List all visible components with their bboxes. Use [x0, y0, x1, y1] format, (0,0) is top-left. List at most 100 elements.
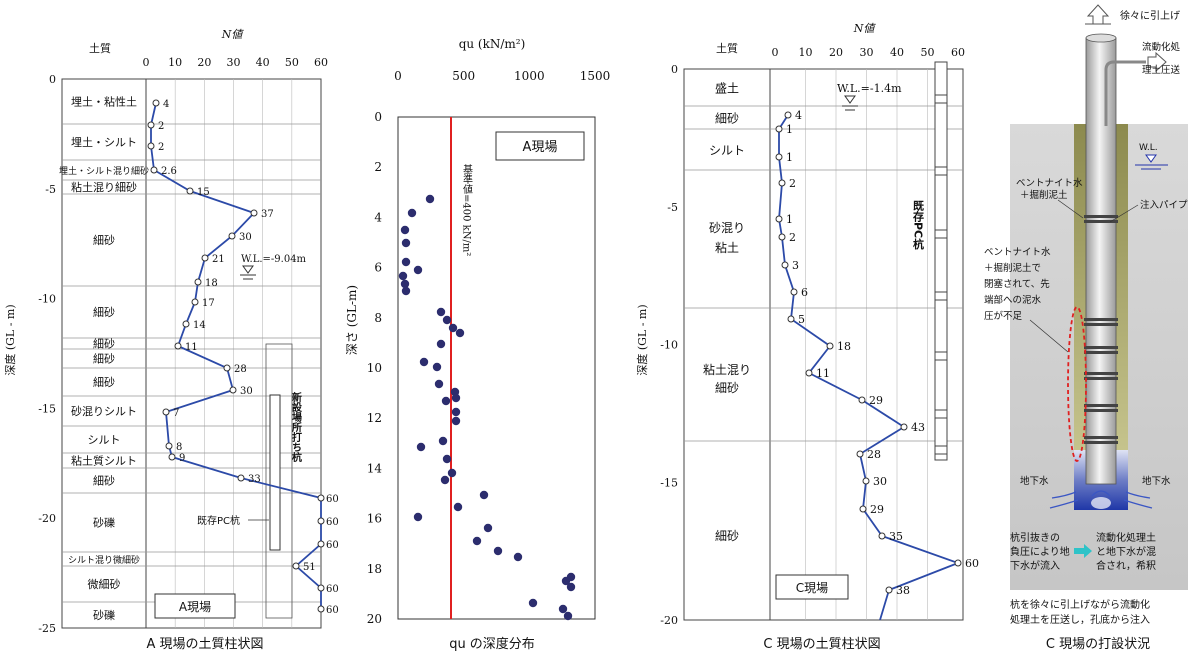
- layer-label: 粘土混り細砂: [71, 180, 137, 194]
- n-value-label: 30: [240, 386, 253, 397]
- qu-point: [414, 266, 422, 274]
- panel-d: 徐々に引上げ 流動化処 理土圧送 W.L. ベントナイト水 ＋掘削泥土 注入パイ…: [984, 5, 1188, 652]
- panel-d-neg-1: 杭引抜きの: [1010, 531, 1060, 544]
- n-tick-label: 40: [256, 56, 270, 69]
- n-value-label: 60: [326, 540, 339, 551]
- n-tick-label: 20: [197, 56, 211, 69]
- depth-tick-label: -10: [38, 293, 56, 306]
- n-value-label: 60: [326, 494, 339, 505]
- panel-d-mix-2: と地下水が混: [1096, 545, 1156, 558]
- pile-joint: [1084, 436, 1118, 439]
- n-value-label: 29: [869, 394, 883, 407]
- depth-tick-label: -10: [660, 339, 678, 352]
- qu-point: [402, 287, 410, 295]
- depth-tick-label: -5: [667, 201, 678, 214]
- panel-c: 土質 N値 0 10 20 30 40 50 60 0-5-10-15-20 深度 (GL …: [635, 22, 979, 652]
- depth-tick-label: -15: [660, 476, 678, 489]
- n-value-label: 21: [212, 254, 225, 265]
- qu-point: [402, 239, 410, 247]
- n-tick-label: 50: [285, 56, 299, 69]
- pile-joint: [1084, 346, 1118, 349]
- qu-point: [564, 612, 572, 620]
- n-value-label: 60: [326, 584, 339, 595]
- n-value-line: [779, 115, 958, 620]
- pile-joint: [1084, 441, 1118, 444]
- n-value-point: [166, 443, 172, 449]
- depth-tick-label: -20: [660, 614, 678, 627]
- n-value-point: [859, 397, 865, 403]
- pile-joint: [1084, 377, 1118, 380]
- n-value-point: [860, 506, 866, 512]
- n-value-point: [192, 299, 198, 305]
- panel-c-n-header: N値: [853, 22, 877, 35]
- layer-label: 細砂: [715, 112, 739, 126]
- panel-c-grid: [806, 69, 928, 620]
- y-tick-label: 20: [367, 612, 382, 626]
- qu-point: [559, 605, 567, 613]
- panel-d-block-1: ベントナイト水: [984, 246, 1051, 258]
- n-value-point: [782, 262, 788, 268]
- pile-joint: [1084, 323, 1118, 326]
- y-tick-label: 2: [374, 160, 382, 174]
- pile-joint: [1084, 372, 1118, 375]
- y-tick-label: 8: [374, 311, 382, 325]
- panel-d-bentonite-1: ベントナイト水: [1016, 177, 1083, 189]
- panel-d-bentonite-2: ＋掘削泥土: [1020, 189, 1068, 201]
- qu-point: [437, 340, 445, 348]
- n-value-point: [779, 234, 785, 240]
- panel-c-existing-pile: 既存PC杭: [912, 62, 948, 460]
- layer-label: 砂混りシルト: [71, 405, 137, 418]
- n-value-point: [886, 587, 892, 593]
- n-value-label: 3: [792, 259, 799, 272]
- n-value-label: 33: [248, 474, 261, 485]
- panel-a-n-ticks: 0 10 20 30 40 50 60: [143, 56, 329, 69]
- n-value-point: [187, 188, 193, 194]
- qu-point: [473, 537, 481, 545]
- y-tick-label: 6: [374, 261, 382, 275]
- qu-point: [443, 455, 451, 463]
- n-tick-label: 10: [799, 46, 813, 59]
- panel-d-inject-label-2: 理土圧送: [1142, 64, 1181, 76]
- n-value-point: [251, 210, 257, 216]
- qu-point: [452, 408, 460, 416]
- n-value-point: [776, 154, 782, 160]
- n-value-label: 5: [798, 313, 805, 326]
- n-tick-label: 50: [921, 46, 935, 59]
- layer-label: 砂礫: [93, 608, 115, 622]
- y-tick-label: 0: [374, 110, 382, 124]
- n-value-point: [169, 454, 175, 460]
- n-value-label: 28: [867, 448, 881, 461]
- qu-point: [494, 547, 502, 555]
- panel-a-water-level-label: W.L.=-9.04m: [241, 254, 307, 265]
- qu-point: [529, 599, 537, 607]
- n-value-label: 2.6: [161, 166, 177, 177]
- n-value-point: [806, 370, 812, 376]
- panel-a: 土質 N値 0 10 20 30 40 50 60 0 -5 -10 -15 -20 -25 深度 (…: [3, 28, 339, 652]
- n-value-point: [202, 255, 208, 261]
- panel-a-depth-ticks: 0 -5 -10 -15 -20 -25: [38, 73, 56, 635]
- panel-d-neg-2: 負圧により地: [1010, 545, 1070, 558]
- depth-tick-label: -5: [45, 183, 56, 196]
- panel-c-pile-label: 既存PC杭: [912, 200, 925, 250]
- panel-b: qu (kN/m²) 0 500 1000 1500 0246810121416182…: [345, 37, 610, 652]
- panel-a-water-level: W.L.=-9.04m: [240, 254, 307, 279]
- n-value-label: 1: [786, 123, 793, 136]
- n-value-point: [901, 424, 907, 430]
- n-tick-label: 60: [314, 56, 328, 69]
- pile-joint: [1084, 404, 1118, 407]
- n-value-label: 4: [163, 99, 169, 110]
- depth-tick-label: -25: [38, 622, 56, 635]
- layer-label: シルト混り微細砂: [68, 554, 140, 566]
- n-value-point: [224, 365, 230, 371]
- panel-d-lift-arrow: [1085, 5, 1111, 24]
- qu-point: [437, 308, 445, 316]
- n-value-point: [318, 518, 324, 524]
- panel-a-existing-pile: [270, 395, 280, 550]
- qu-point: [441, 476, 449, 484]
- depth-tick-label: -20: [38, 512, 56, 525]
- n-value-point: [318, 606, 324, 612]
- panel-d-swirl: [1091, 497, 1111, 509]
- n-value-point: [230, 387, 236, 393]
- n-value-point: [195, 279, 201, 285]
- n-tick-label: 0: [772, 46, 779, 59]
